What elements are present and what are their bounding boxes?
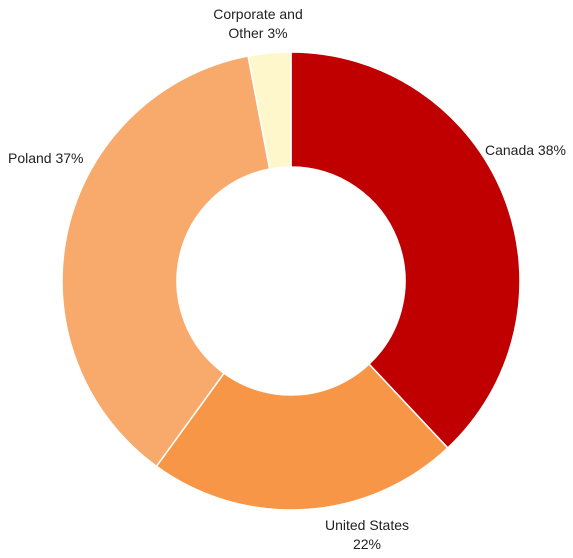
- label-corporate-and-other: Corporate and Other 3%: [213, 6, 303, 41]
- label-canada: Canada 38%: [485, 142, 566, 158]
- label-united-states: United States 22%: [325, 517, 409, 552]
- label-line: Other 3%: [228, 25, 287, 41]
- slice-poland: [61, 55, 271, 468]
- slice-corporate-and-other: [247, 51, 292, 170]
- label-line: 22%: [353, 536, 381, 552]
- slice-labels: Canada 38% United States 22% Poland 37% Corp…: [8, 6, 566, 552]
- slice-united-states: [155, 363, 449, 511]
- donut-slices: [61, 51, 521, 511]
- label-poland: Poland 37%: [8, 150, 84, 166]
- label-line: United States: [325, 517, 409, 533]
- slice-canada: [290, 51, 521, 449]
- label-line: Canada 38%: [485, 142, 566, 158]
- label-line: Poland 37%: [8, 150, 84, 166]
- label-line: Corporate and: [213, 6, 303, 22]
